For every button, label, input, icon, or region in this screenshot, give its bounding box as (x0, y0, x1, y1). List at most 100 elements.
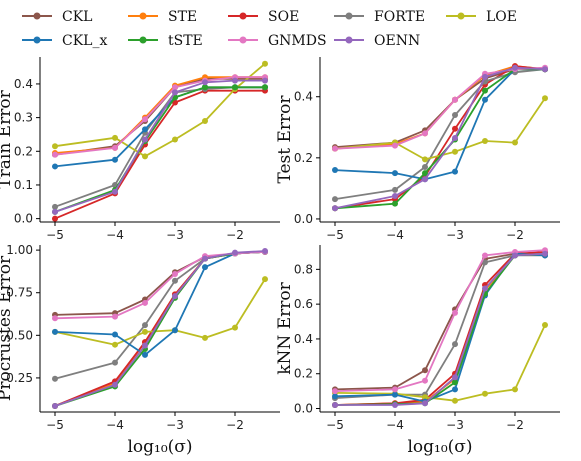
legend-label: FORTE (374, 9, 425, 25)
data-point (392, 186, 398, 193)
data-point (482, 390, 488, 397)
series-loe (332, 95, 548, 163)
data-point (482, 259, 488, 266)
data-point (202, 117, 208, 124)
data-point (112, 341, 118, 348)
data-point (172, 277, 178, 284)
legend: CKL STE SOE FORTE LOE CKL_x tSTE GNMDS OENN (22, 9, 517, 49)
legend-item-loe: LOE (446, 9, 517, 25)
data-point (142, 328, 148, 335)
data-point (542, 95, 548, 102)
panel-knn-error: −5 −4 −3 −2 0.0 0.2 0.4 0.6 0.8 kNN Error log₁₀(σ) (275, 245, 560, 457)
data-point (332, 167, 338, 174)
series-ckl-x (332, 250, 548, 405)
series-line (334, 66, 546, 210)
legend-marker (139, 36, 147, 44)
x-tick-label: −3 (166, 418, 184, 432)
data-point (452, 112, 458, 119)
legend-label: CKL_x (62, 33, 107, 49)
data-point (172, 136, 178, 143)
legend-marker (239, 12, 247, 20)
data-point (482, 285, 488, 292)
data-point (262, 77, 268, 84)
data-point (422, 170, 428, 177)
data-point (452, 397, 458, 404)
legend-item-oenn: OENN (334, 33, 420, 49)
legend-marker (345, 12, 353, 20)
data-point (482, 87, 488, 94)
legend-item-forte: FORTE (334, 9, 425, 25)
data-point (52, 375, 58, 382)
data-point (172, 327, 178, 334)
x-axis-label: log₁₀(σ) (407, 437, 472, 457)
data-point (392, 386, 398, 393)
series-line (334, 65, 546, 210)
data-point (452, 341, 458, 348)
x-axis-label: log₁₀(σ) (127, 437, 192, 457)
legend-label: GNMDS (268, 33, 327, 49)
legend-label: tSTE (168, 33, 203, 49)
series-forte (332, 66, 548, 203)
data-point (52, 215, 58, 222)
data-point (452, 125, 458, 132)
y-axis-label: Train Error (0, 89, 15, 188)
legend-item-ckl: CKL (22, 9, 92, 25)
data-point (142, 153, 148, 160)
x-tick-label: −2 (226, 418, 244, 432)
data-point (452, 168, 458, 175)
legend-marker (239, 36, 247, 44)
legend-label: OENN (374, 33, 420, 49)
data-point (422, 377, 428, 384)
y-tick-label: 0.25 (6, 371, 33, 385)
data-point (202, 334, 208, 341)
y-tick-label: 0.4 (294, 90, 313, 104)
legend-label: SOE (268, 9, 299, 25)
data-point (482, 96, 488, 103)
y-tick-label: 0.6 (294, 297, 313, 311)
data-point (52, 208, 58, 215)
data-point (392, 402, 398, 409)
data-point (482, 73, 488, 80)
x-tick-label: −4 (386, 228, 404, 242)
series-gnmds (332, 64, 548, 152)
series-forte (332, 252, 548, 402)
y-axis-label: Test Error (275, 95, 295, 184)
data-point (422, 164, 428, 170)
data-point (172, 89, 178, 96)
series-tste (332, 66, 548, 212)
data-point (112, 156, 118, 163)
series-line (334, 68, 545, 210)
legend-item-soe: SOE (228, 9, 299, 25)
data-point (142, 126, 148, 133)
data-point (452, 96, 458, 103)
series-line (54, 250, 266, 380)
series-tste (332, 250, 548, 409)
data-point (332, 145, 338, 152)
data-point (232, 249, 238, 256)
data-point (52, 163, 58, 170)
x-tick-label: −5 (326, 418, 344, 432)
data-point (172, 270, 178, 277)
series-ckl-x (52, 84, 268, 170)
legend-item-gnmds: GNMDS (228, 33, 327, 49)
data-point (452, 309, 458, 316)
legend-item-ste: STE (128, 9, 197, 25)
data-point (172, 84, 178, 91)
data-point (422, 400, 428, 407)
data-point (452, 379, 458, 386)
data-point (332, 196, 338, 203)
x-tick-label: −2 (506, 418, 524, 432)
series-ckl (52, 248, 268, 318)
series-line (335, 252, 546, 406)
series-line (334, 252, 546, 406)
series-line (334, 68, 546, 200)
y-tick-label: 0.4 (294, 332, 313, 346)
data-point (52, 203, 58, 210)
legend-label: CKL (62, 9, 92, 25)
y-tick-label: 0.1 (14, 178, 33, 192)
series-line (334, 68, 545, 148)
x-tick-label: −2 (506, 228, 524, 242)
y-tick-label: 0.3 (14, 111, 33, 125)
series-oenn (52, 77, 268, 215)
